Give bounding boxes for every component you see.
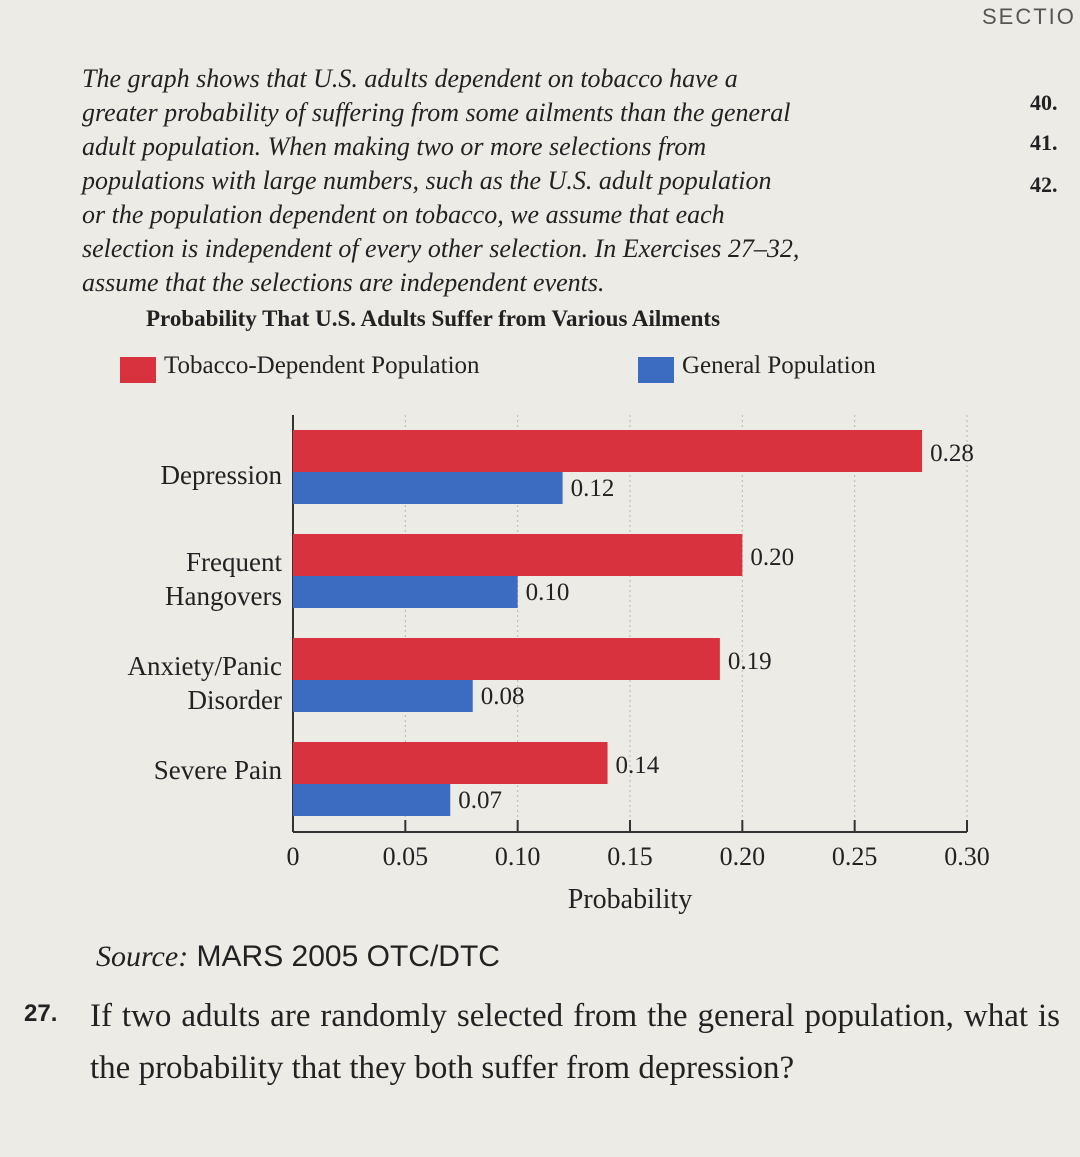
bar xyxy=(293,680,473,712)
legend-label: General Population xyxy=(682,352,876,379)
bar xyxy=(293,742,608,784)
x-tick-label: 0.15 xyxy=(607,842,653,871)
intro-line: assume that the selections are independe… xyxy=(82,268,605,297)
category-label: Severe Pain xyxy=(153,755,282,785)
margin-number: 42. xyxy=(1030,172,1058,197)
intro-paragraph: The graph shows that U.S. adults depende… xyxy=(82,62,799,300)
category-label: Depression xyxy=(160,460,282,490)
value-label: 0.12 xyxy=(570,475,615,502)
value-label: 0.28 xyxy=(930,440,974,467)
section-header: SECTIO xyxy=(982,4,1076,29)
legend-swatch xyxy=(120,357,156,383)
question-text: If two adults are randomly selected from… xyxy=(90,998,1060,1086)
x-tick-label: 0.20 xyxy=(719,842,766,871)
value-label: 0.07 xyxy=(458,787,503,814)
legend-swatch xyxy=(638,357,674,383)
source-text: MARS 2005 OTC/DTC xyxy=(196,940,500,973)
intro-line: or the population dependent on tobacco, … xyxy=(82,200,725,229)
source-label: Source: xyxy=(96,940,189,973)
x-tick-label: 0.25 xyxy=(831,842,878,871)
margin-number: 41. xyxy=(1030,130,1058,155)
intro-line: selection is independent of every other … xyxy=(82,234,800,263)
source: Source: MARS 2005 OTC/DTC xyxy=(96,940,500,974)
value-label: 0.19 xyxy=(727,648,772,675)
chart-title: Probability That U.S. Adults Suffer from… xyxy=(146,306,721,331)
intro-line: greater probability of suffering from so… xyxy=(82,98,791,127)
bar xyxy=(293,472,563,504)
intro-line: populations with large numbers, such as … xyxy=(82,166,772,195)
category-label: Frequent Hangovers xyxy=(165,547,282,611)
margin-number: 40. xyxy=(1030,90,1058,115)
value-label: 0.10 xyxy=(525,579,570,606)
intro-line: The graph shows that U.S. adults depende… xyxy=(82,64,738,93)
category-label: Anxiety/Panic Disorder xyxy=(127,651,282,715)
value-label: 0.08 xyxy=(480,683,525,710)
legend-label: Tobacco-Dependent Population xyxy=(164,352,480,379)
question-number: 27. xyxy=(24,1000,58,1027)
x-axis-title: Probability xyxy=(567,884,693,915)
bar xyxy=(293,430,923,472)
value-label: 0.14 xyxy=(615,752,660,779)
value-label: 0.20 xyxy=(750,544,795,571)
x-tick-label: 0.30 xyxy=(944,842,990,871)
bar xyxy=(293,576,518,608)
bar xyxy=(293,784,451,816)
x-tick-label: 0 xyxy=(286,842,300,871)
bar xyxy=(293,638,720,680)
x-tick-label: 0.05 xyxy=(382,842,429,871)
x-tick-label: 0.10 xyxy=(494,842,541,871)
intro-line: adult population. When making two or mor… xyxy=(82,132,707,161)
bar xyxy=(293,534,743,576)
